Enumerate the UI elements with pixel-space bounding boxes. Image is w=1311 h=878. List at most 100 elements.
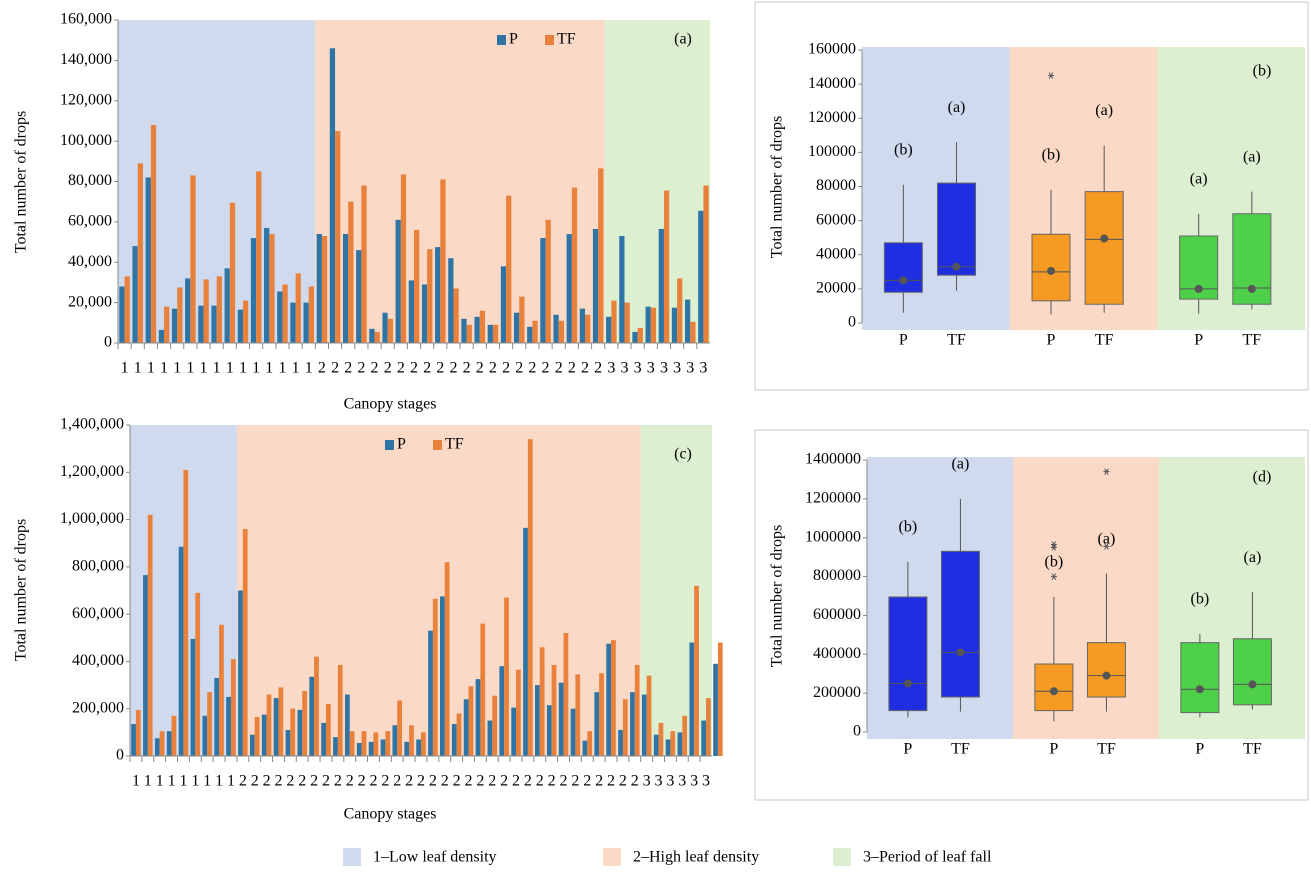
x-tick-label: 1 (173, 360, 181, 377)
legend-label: P (509, 31, 518, 48)
bar (316, 233, 322, 343)
outlier (1103, 468, 1110, 475)
x-tick-label: 2 (536, 773, 544, 790)
x-tick-label: 1 (305, 360, 313, 377)
x-tick-label: P (1194, 332, 1203, 349)
bar (387, 318, 393, 343)
bar (266, 694, 272, 756)
significance-letter: (b) (1191, 591, 1210, 608)
bar (361, 185, 367, 343)
bar (400, 174, 407, 343)
x-tick-label: 2 (560, 773, 568, 790)
bar (444, 562, 450, 756)
x-tick-label: 2 (631, 773, 639, 790)
bar (632, 331, 638, 343)
bar (551, 664, 557, 756)
bar (630, 692, 635, 756)
bar (634, 664, 640, 756)
box (1232, 213, 1272, 305)
bar (321, 236, 328, 343)
x-axis-title: Canopy stages (344, 806, 437, 823)
x-tick-label: P (1195, 741, 1204, 758)
x-tick-label: 2 (476, 773, 484, 790)
bar (492, 695, 498, 756)
x-tick-label: 1 (292, 360, 300, 377)
x-tick-label: 2 (274, 773, 282, 790)
mean (899, 276, 908, 285)
significance-letter: (b) (894, 141, 913, 158)
bar (428, 630, 433, 756)
x-tick-label: 2 (331, 360, 339, 377)
bar (145, 177, 151, 343)
x-tick-label: 3 (666, 773, 674, 790)
bar (361, 731, 367, 756)
x-tick-label: 2 (619, 773, 627, 790)
y-tick-label: 80000 (816, 177, 856, 194)
x-tick-label: 2 (512, 773, 520, 790)
x-tick-label: 2 (500, 773, 508, 790)
bar (713, 663, 718, 756)
significance-letter: (a) (952, 456, 970, 473)
bar (150, 124, 157, 343)
bar (592, 228, 599, 343)
x-tick-label: 2 (583, 773, 591, 790)
x-tick-label: TF (1097, 741, 1116, 758)
x-tick-label: 1 (278, 360, 286, 377)
bar (717, 642, 723, 756)
x-tick-label: 1 (168, 773, 176, 790)
bar (535, 685, 540, 756)
x-tick-label: TF (1243, 741, 1262, 758)
mean (1047, 266, 1056, 275)
bar (487, 324, 493, 343)
y-tick-label: 80,000 (68, 172, 112, 189)
x-tick-label: 3 (643, 773, 651, 790)
mean (1100, 234, 1109, 243)
bar (663, 190, 670, 343)
x-tick-label: 1 (144, 773, 152, 790)
legend-swatch (603, 848, 621, 866)
bar (369, 328, 375, 343)
box (940, 550, 980, 698)
mean (1247, 284, 1256, 293)
bar (587, 731, 593, 756)
y-tick-label: 120,000 (60, 91, 112, 108)
x-tick-label: 2 (263, 773, 271, 790)
x-tick-label: 2 (346, 773, 354, 790)
bar (214, 677, 220, 756)
legend-label: 2–High leaf density (633, 849, 759, 866)
x-tick-label: 1 (203, 773, 211, 790)
bar (685, 299, 691, 343)
bar (238, 590, 243, 756)
bar (440, 179, 446, 343)
x-tick-label: TF (1243, 332, 1262, 349)
x-tick-label: 2 (334, 773, 342, 790)
x-tick-label: 1 (239, 360, 247, 377)
bar (440, 596, 445, 756)
bar (579, 308, 586, 343)
bar (190, 638, 196, 756)
bar (337, 664, 343, 756)
bar (297, 709, 303, 756)
bar (226, 696, 231, 756)
bar (229, 202, 236, 343)
x-tick-label: TF (951, 741, 970, 758)
x-tick-label: 1 (226, 360, 234, 377)
bar (385, 731, 391, 756)
significance-letter: (b) (899, 519, 918, 536)
bar (665, 739, 671, 756)
x-tick-label: 2 (571, 773, 579, 790)
bar (154, 738, 160, 756)
x-tick-label: 2 (397, 360, 405, 377)
bar (532, 320, 538, 343)
bar (277, 291, 283, 343)
bar (373, 732, 379, 756)
bar (606, 643, 612, 756)
bar (689, 642, 695, 756)
y-tick-label: 140,000 (60, 51, 112, 68)
stage-region (640, 425, 712, 756)
x-tick-label: 3 (673, 360, 681, 377)
x-tick-label: 2 (405, 773, 413, 790)
mean (903, 679, 912, 688)
bar (606, 316, 612, 343)
